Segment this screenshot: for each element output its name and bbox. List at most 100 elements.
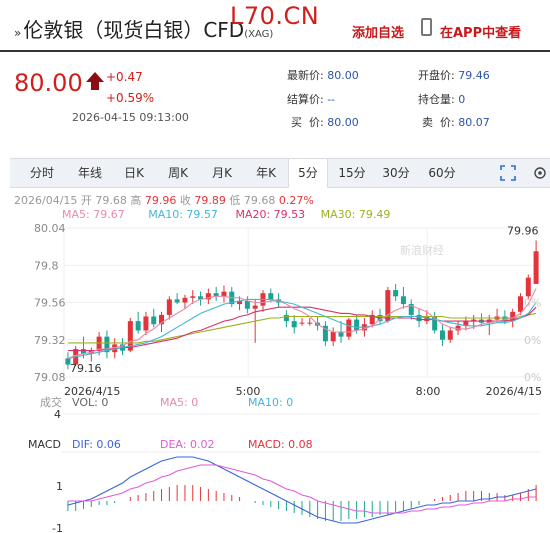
symbol-code: (XAG) bbox=[244, 29, 274, 40]
x-tick-label: 2026/4/15 bbox=[64, 385, 120, 398]
candle-body bbox=[408, 304, 414, 315]
candle-body bbox=[432, 316, 438, 331]
macd-dif: DIF: 0.06 bbox=[72, 438, 121, 451]
tab-60min[interactable]: 60分 bbox=[428, 166, 456, 180]
candle-body bbox=[205, 293, 211, 300]
candle-body bbox=[338, 331, 344, 337]
price-change: +0.47 +0.59% bbox=[106, 67, 154, 109]
y-tick-label: 80.04 bbox=[34, 222, 66, 235]
settings-icon[interactable] bbox=[532, 165, 548, 181]
period-tabs: 分时 年线 日K 周K 月K 年K 5分 15分 30分 60分 bbox=[10, 158, 550, 188]
candle-body bbox=[268, 293, 274, 300]
ma30-line bbox=[67, 312, 537, 344]
candle-body bbox=[198, 296, 204, 300]
candle-body bbox=[502, 316, 508, 322]
candle-body bbox=[416, 314, 422, 322]
tab-yearline[interactable]: 年线 bbox=[77, 166, 102, 180]
candle-body bbox=[346, 319, 352, 337]
x-tick-label: 5:00 bbox=[236, 385, 261, 398]
ma5-value: MA5: 79.67 bbox=[62, 208, 125, 221]
candle-body bbox=[112, 344, 118, 353]
y-tick-label: 79.8 bbox=[34, 259, 59, 272]
x-tick-label: 8:00 bbox=[416, 385, 441, 398]
candle-body bbox=[65, 358, 71, 365]
tab-30min[interactable]: 30分 bbox=[382, 166, 410, 180]
candle-body bbox=[151, 316, 157, 325]
macd-y-bottom: -1 bbox=[52, 522, 63, 533]
field-latest: 最新价: 80.00 bbox=[287, 69, 359, 82]
ma10-line bbox=[67, 298, 537, 359]
candle-body bbox=[463, 321, 469, 326]
candle-body bbox=[291, 321, 297, 328]
candle-body bbox=[182, 297, 188, 303]
candle-body bbox=[96, 336, 102, 351]
kline-chart[interactable]: 新浪财经 80.04 79.8 79.56 79.32 79.08 0% 0% 0% 202… bbox=[0, 218, 550, 533]
candle-body bbox=[237, 300, 243, 305]
add-watchlist-button[interactable]: 添加自选 bbox=[352, 26, 405, 41]
macd-y-top: 1 bbox=[56, 480, 63, 493]
field-bid: 买 价: 80.00 bbox=[291, 116, 359, 129]
candle-body bbox=[174, 299, 180, 303]
candle-body bbox=[354, 319, 360, 331]
pct-tick-label: 0% bbox=[524, 371, 541, 384]
quote-timestamp: 2026-04-15 09:13:00 bbox=[72, 111, 189, 124]
candle-body bbox=[510, 311, 516, 322]
candle-body bbox=[424, 316, 430, 322]
vol-value: VOL: 0 bbox=[72, 396, 108, 409]
candle-body bbox=[104, 336, 110, 353]
y-tick-label: 79.08 bbox=[34, 371, 66, 384]
up-arrow-icon-stem bbox=[91, 81, 99, 90]
macd-title: MACD bbox=[28, 438, 61, 451]
candle-body bbox=[322, 325, 328, 342]
dif-line bbox=[67, 456, 537, 524]
macd-dea: DEA: 0.02 bbox=[160, 438, 214, 451]
change-percent: +0.59% bbox=[106, 91, 155, 105]
tab-year-k[interactable]: 年K bbox=[256, 166, 276, 180]
candle-body bbox=[159, 314, 165, 325]
up-arrow-icon bbox=[86, 72, 104, 82]
page-title: » 伦敦银（现货白银）CFD(XAG) bbox=[14, 18, 274, 42]
candle-body bbox=[525, 277, 531, 297]
candle-body bbox=[252, 305, 258, 309]
candle-body bbox=[385, 290, 391, 322]
fullscreen-icon[interactable] bbox=[500, 165, 516, 181]
tab-week-k[interactable]: 周K bbox=[168, 166, 188, 180]
candle-body bbox=[127, 321, 133, 351]
pct-tick-label: 0% bbox=[524, 334, 541, 347]
low-price-label: 79.16 bbox=[70, 362, 102, 375]
ma5-line bbox=[67, 288, 537, 359]
high-price-label: 79.96 bbox=[507, 224, 539, 237]
candle-body bbox=[533, 251, 539, 284]
candle-body bbox=[307, 322, 313, 324]
candle-body bbox=[330, 331, 336, 342]
candle-body bbox=[471, 319, 477, 322]
overlay-code: L70.CN bbox=[230, 2, 320, 30]
volume-title: 成交 bbox=[40, 395, 62, 409]
candle-body bbox=[190, 296, 196, 298]
tab-day-k[interactable]: 日K bbox=[124, 166, 144, 180]
open-in-app-link[interactable]: 在APP中查看 bbox=[440, 26, 522, 41]
change-value: +0.47 bbox=[106, 70, 143, 84]
ohlc-info: 2026/04/15 开 79.68 高 79.96 收 79.89 低 79.… bbox=[14, 194, 314, 207]
candle-body bbox=[299, 322, 305, 324]
pct-tick-label: 0% bbox=[524, 297, 541, 310]
candle-body bbox=[517, 296, 523, 312]
candle-body bbox=[166, 299, 172, 315]
tab-15min[interactable]: 15分 bbox=[338, 166, 366, 180]
candle-body bbox=[213, 293, 219, 297]
candle-body bbox=[143, 316, 149, 331]
x-tick-label: 2026/4/15 bbox=[486, 385, 542, 398]
tab-fenshi[interactable]: 分时 bbox=[29, 166, 54, 180]
candle-body bbox=[393, 290, 399, 297]
candle-body bbox=[455, 325, 461, 331]
current-price: 80.00 bbox=[14, 69, 83, 97]
candle-body bbox=[439, 330, 445, 340]
field-ask: 卖 价: 80.07 bbox=[422, 116, 490, 129]
candle-body bbox=[221, 291, 227, 297]
tab-5min[interactable]: 5分 bbox=[288, 158, 328, 188]
candle-body bbox=[81, 349, 87, 354]
vol-ma10: MA10: 0 bbox=[248, 396, 293, 409]
double-arrow-icon: » bbox=[14, 26, 22, 40]
tab-month-k[interactable]: 月K bbox=[212, 166, 232, 180]
ma30-value: MA30: 79.49 bbox=[320, 208, 391, 221]
